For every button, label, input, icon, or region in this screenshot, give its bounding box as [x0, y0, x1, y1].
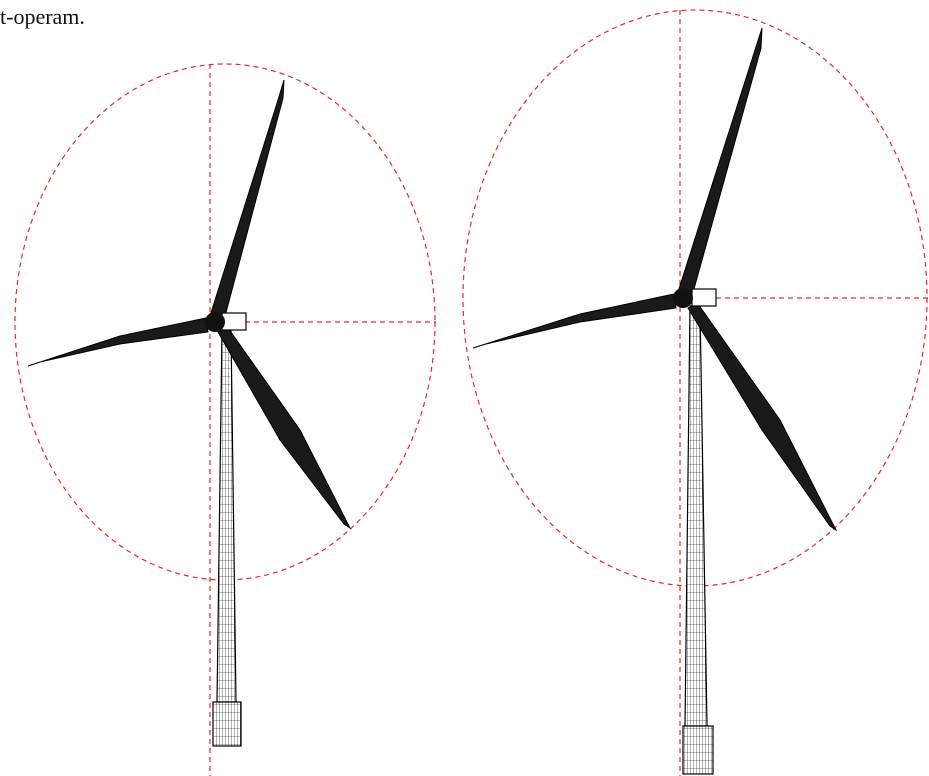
nacelle — [692, 289, 716, 306]
caption: t-operam. — [0, 4, 85, 29]
blade — [688, 304, 836, 530]
blade — [218, 328, 350, 528]
page: t-operam. — [0, 0, 929, 776]
turbine-right — [463, 10, 929, 776]
tower — [685, 306, 707, 726]
tower-base — [683, 726, 713, 774]
tower-base — [213, 702, 241, 746]
turbine-left — [15, 64, 436, 776]
tower — [217, 330, 236, 702]
hub — [673, 288, 693, 308]
blade — [473, 294, 676, 348]
blade — [28, 318, 208, 366]
hub — [205, 312, 225, 332]
blade — [678, 28, 762, 296]
blade — [210, 80, 284, 320]
nacelle — [222, 313, 246, 330]
